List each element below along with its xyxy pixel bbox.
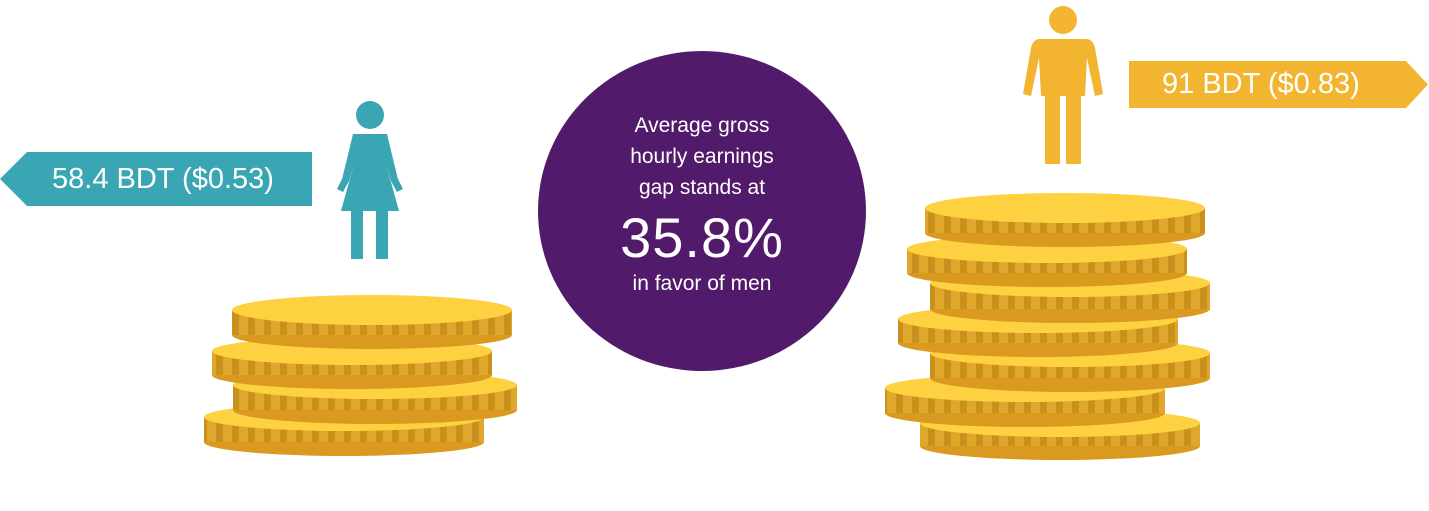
men-earnings-label: 91 BDT ($0.83) (1162, 68, 1360, 100)
coin-stack-women (204, 295, 517, 456)
gap-text-line-3: gap stands at (638, 176, 766, 199)
coin-1 (925, 193, 1205, 247)
gap-text-line-1: Average gross (634, 114, 770, 137)
coin-2 (907, 235, 1187, 287)
women-earnings-label: 58.4 BDT ($0.53) (52, 162, 274, 195)
gap-text-line-4: in favor of men (632, 272, 772, 295)
earnings-gap-circle: Average gross hourly earnings gap stands… (538, 51, 866, 371)
women-earnings-banner: 58.4 BDT ($0.53) (0, 152, 312, 206)
woman-icon (337, 101, 403, 259)
coin-1 (232, 295, 512, 349)
coin-stack-men (885, 193, 1210, 460)
man-icon (1023, 6, 1103, 164)
men-earnings-banner: 91 BDT ($0.83) (1129, 61, 1428, 108)
gap-text-line-2: hourly earnings (630, 145, 774, 168)
gap-percentage: 35.8% (620, 206, 784, 269)
